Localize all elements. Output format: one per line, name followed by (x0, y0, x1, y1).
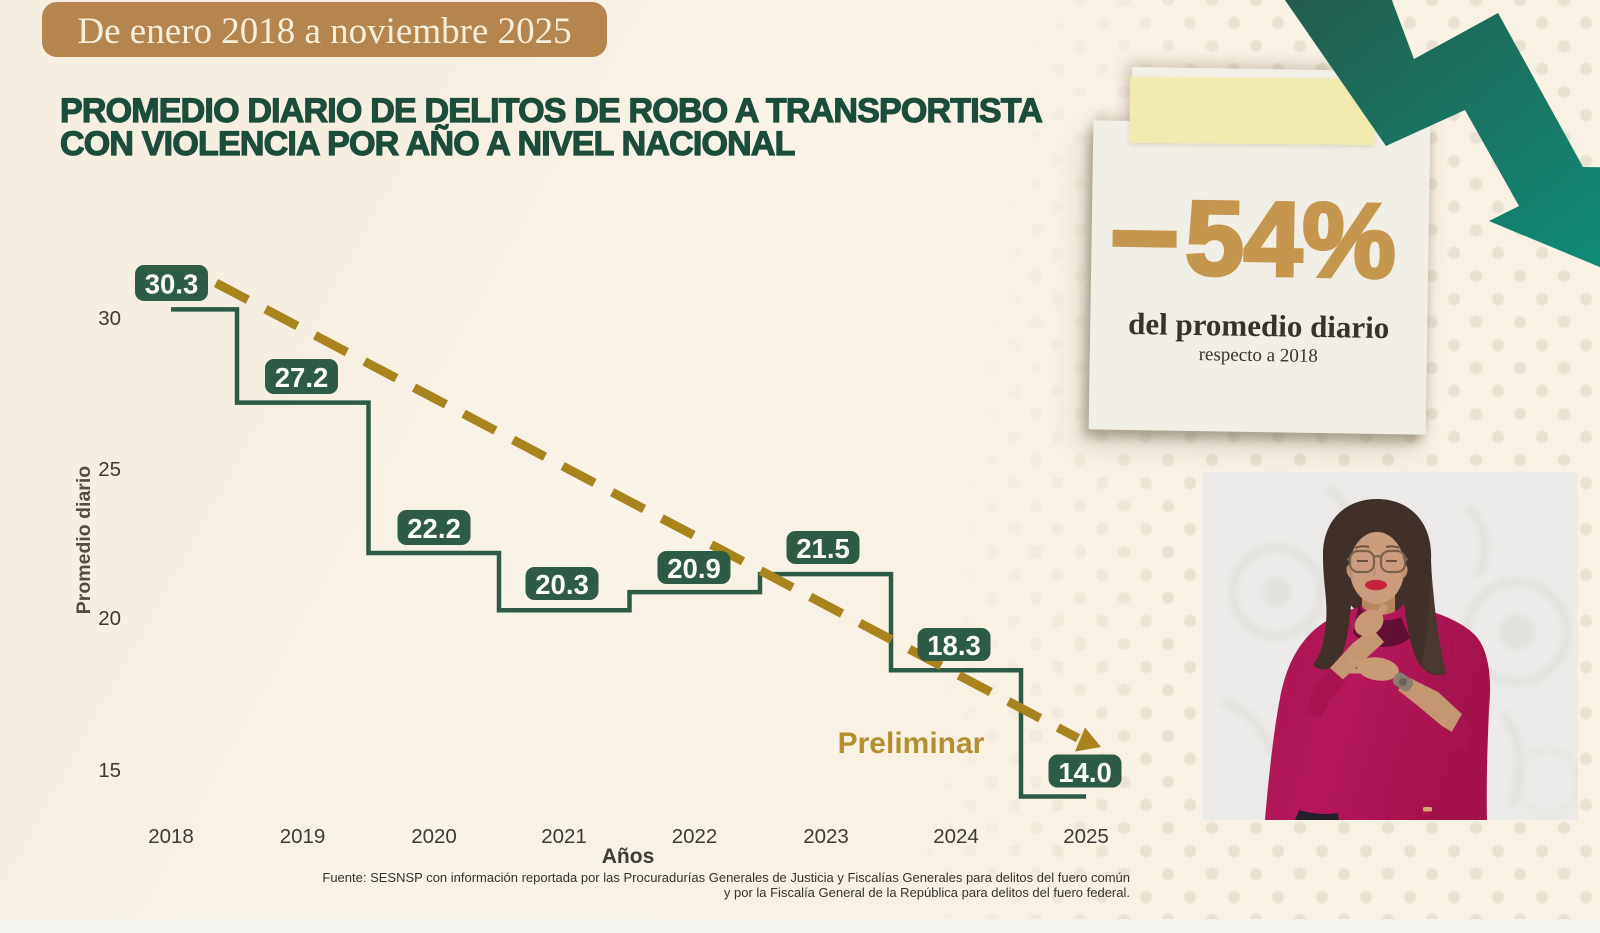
svg-text:14.0: 14.0 (1058, 757, 1112, 788)
svg-text:22.2: 22.2 (407, 513, 461, 544)
svg-text:2022: 2022 (672, 825, 718, 848)
svg-text:2021: 2021 (541, 825, 587, 848)
svg-text:2019: 2019 (280, 825, 326, 848)
svg-text:20: 20 (98, 607, 121, 630)
svg-text:27.2: 27.2 (275, 362, 329, 393)
svg-text:25: 25 (98, 458, 121, 481)
svg-text:2020: 2020 (411, 825, 457, 848)
svg-text:30.3: 30.3 (145, 269, 199, 300)
svg-text:20.3: 20.3 (535, 569, 589, 600)
svg-text:21.5: 21.5 (796, 533, 850, 564)
svg-text:2025: 2025 (1063, 825, 1109, 848)
svg-text:Fuente: SESNSP con información: Fuente: SESNSP con información reportada… (322, 870, 1130, 885)
svg-text:18.3: 18.3 (927, 630, 981, 661)
svg-text:20.9: 20.9 (667, 553, 721, 584)
svg-text:2024: 2024 (933, 825, 979, 848)
svg-text:2023: 2023 (803, 825, 849, 848)
svg-text:y por la Fiscalía General de l: y por la Fiscalía General de la Repúblic… (724, 885, 1130, 900)
svg-text:30: 30 (98, 307, 121, 330)
svg-text:Preliminar: Preliminar (838, 727, 985, 760)
svg-text:15: 15 (98, 759, 121, 782)
svg-text:Años: Años (602, 845, 655, 868)
svg-text:Promedio diario: Promedio diario (73, 466, 95, 615)
svg-text:2018: 2018 (148, 825, 194, 848)
